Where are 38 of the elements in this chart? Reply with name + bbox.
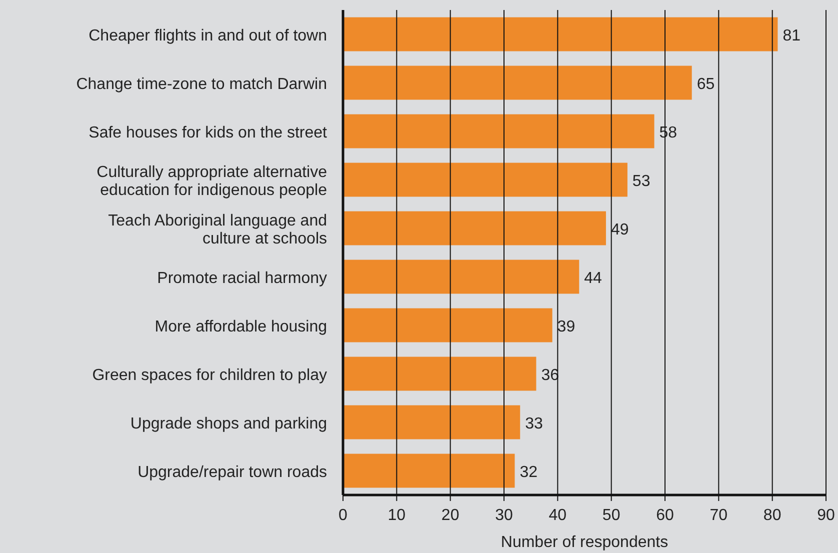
- x-tick-label: 60: [656, 507, 674, 524]
- data-label: 33: [525, 415, 543, 432]
- bar: [343, 260, 580, 294]
- y-tick-label: More affordable housing: [154, 318, 327, 336]
- bar: [343, 17, 778, 52]
- x-axis-title: Number of respondents: [500, 534, 668, 551]
- bar: [343, 162, 628, 197]
- bar: [343, 114, 654, 148]
- y-tick-label: Teach Aboriginal language and culture at schools: [108, 212, 327, 248]
- y-tick-label: Culturally appropriate alternative education for indigenous people: [96, 164, 328, 199]
- data-label: 39: [557, 318, 576, 336]
- y-tick-label: Promote racial harmony: [157, 270, 327, 287]
- x-tick-label: 50: [602, 507, 620, 524]
- x-tick-label: 20: [441, 507, 460, 524]
- x-tick-label: 30: [495, 507, 513, 524]
- x-tick-label: 0: [338, 507, 348, 524]
- data-label: 44: [584, 270, 602, 287]
- x-tick-label: 80: [763, 507, 782, 524]
- bar: [343, 356, 536, 391]
- x-tick-label: 90: [817, 507, 835, 524]
- y-tick-label: Cheaper flights in and out of town: [88, 27, 327, 44]
- data-label: 32: [520, 464, 538, 481]
- bar: [343, 308, 552, 342]
- x-tick-label: 70: [710, 507, 728, 524]
- bar: [343, 211, 606, 246]
- bar: [343, 454, 515, 488]
- data-label: 81: [782, 27, 801, 44]
- x-tick-label: 40: [548, 507, 567, 524]
- y-tick-label: Upgrade shops and parking: [130, 415, 327, 432]
- y-tick-label: Upgrade/repair town roads: [138, 464, 327, 481]
- bar: [343, 405, 520, 440]
- y-tick-label: Change time-zone to match Darwin: [76, 76, 327, 93]
- x-tick-label: 10: [388, 507, 406, 524]
- y-tick-label: Safe houses for kids on the street: [88, 124, 328, 142]
- data-label: 65: [696, 76, 715, 93]
- data-label: 53: [632, 172, 650, 190]
- bar: [343, 66, 692, 100]
- y-tick-label: Green spaces for children to play: [92, 366, 327, 384]
